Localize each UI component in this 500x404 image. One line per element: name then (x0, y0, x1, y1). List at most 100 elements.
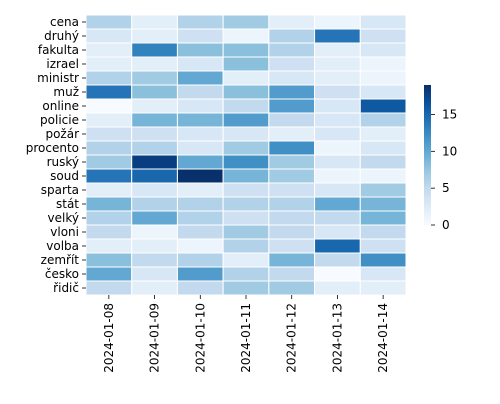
heatmap-cell-sparta-2024-01-08 (85, 182, 133, 198)
heatmap-cell-policie-2024-01-12 (268, 112, 316, 128)
heatmap-cell-policie-2024-01-14 (359, 112, 407, 128)
heatmap-cell-velký-2024-01-11 (222, 210, 270, 226)
heatmap-cell-volba-2024-01-10 (176, 238, 224, 254)
heatmap-cell-sparta-2024-01-13 (314, 182, 361, 198)
column-label: 2024-01-08 (102, 303, 116, 373)
heatmap-cell-stát-2024-01-11 (222, 196, 270, 212)
heatmap-cell-zemřít-2024-01-14 (359, 252, 407, 268)
colorbar-tick-label: 10 (442, 144, 457, 158)
row-label: policie (40, 113, 79, 127)
heatmap-cell-soud-2024-01-08 (85, 168, 133, 184)
heatmap-cell-policie-2024-01-08 (85, 112, 133, 128)
heatmap-cell-požár-2024-01-13 (314, 126, 361, 142)
heatmap-cell-fakulta-2024-01-11 (222, 42, 270, 58)
heatmap-cell-česko-2024-01-12 (268, 266, 316, 282)
heatmap-cell-sparta-2024-01-12 (268, 182, 316, 198)
heatmap-cell-stát-2024-01-08 (85, 196, 133, 212)
column-label: 2024-01-09 (148, 303, 162, 373)
heatmap-cell-soud-2024-01-10 (176, 168, 224, 184)
heatmap-cell-velký-2024-01-08 (85, 210, 133, 226)
heatmap-cell-ministr-2024-01-14 (359, 70, 407, 86)
heatmap-cell-fakulta-2024-01-14 (359, 42, 407, 58)
heatmap-cell-česko-2024-01-11 (222, 266, 270, 282)
heatmap-cell-požár-2024-01-14 (359, 126, 407, 142)
heatmap-cell-ministr-2024-01-13 (314, 70, 361, 86)
heatmap-cell-sparta-2024-01-14 (359, 182, 407, 198)
heatmap-cell-muž-2024-01-14 (359, 84, 407, 100)
heatmap-cell-zemřít-2024-01-12 (268, 252, 316, 268)
heatmap-cell-fakulta-2024-01-08 (85, 42, 133, 58)
row-label: ministr (37, 71, 79, 85)
heatmap-cell-druhý-2024-01-08 (85, 28, 133, 44)
heatmap-cell-požár-2024-01-09 (131, 126, 178, 142)
heatmap-cell-požár-2024-01-08 (85, 126, 133, 142)
heatmap-cell-sparta-2024-01-09 (131, 182, 178, 198)
heatmap-cell-ministr-2024-01-12 (268, 70, 316, 86)
heatmap-cell-cena-2024-01-12 (268, 14, 316, 30)
heatmap-cell-sparta-2024-01-11 (222, 182, 270, 198)
heatmap-cell-ministr-2024-01-09 (131, 70, 178, 86)
heatmap-cell-policie-2024-01-11 (222, 112, 270, 128)
row-label: druhý (44, 29, 79, 43)
heatmap-cell-soud-2024-01-13 (314, 168, 361, 184)
heatmap-cell-stát-2024-01-09 (131, 196, 178, 212)
heatmap-cell-česko-2024-01-14 (359, 266, 407, 282)
heatmap-cell-česko-2024-01-10 (176, 266, 224, 282)
heatmap-cell-zemřít-2024-01-10 (176, 252, 224, 268)
heatmap-cell-řidič-2024-01-14 (359, 280, 407, 296)
heatmap-cell-zemřít-2024-01-13 (314, 252, 361, 268)
heatmap-cell-ruský-2024-01-10 (176, 154, 224, 170)
heatmap-cell-zemřít-2024-01-11 (222, 252, 270, 268)
heatmap-cell-ministr-2024-01-10 (176, 70, 224, 86)
heatmap-cell-online-2024-01-12 (268, 98, 316, 114)
heatmap-cell-cena-2024-01-09 (131, 14, 178, 30)
heatmap-cell-volba-2024-01-14 (359, 238, 407, 254)
heatmap-cell-požár-2024-01-12 (268, 126, 316, 142)
row-label: ruský (47, 155, 79, 169)
heatmap-cell-česko-2024-01-08 (85, 266, 133, 282)
heatmap-cell-druhý-2024-01-09 (131, 28, 178, 44)
column-labels: 2024-01-08 2024-01-09 2024-01-10 2024-01-11… (102, 295, 390, 373)
heatmap-cell-izrael-2024-01-14 (359, 56, 407, 72)
heatmap-cell-sparta-2024-01-10 (176, 182, 224, 198)
heatmap-cell-vloni-2024-01-09 (131, 224, 178, 240)
heatmap-cell-muž-2024-01-12 (268, 84, 316, 100)
heatmap-cell-ruský-2024-01-08 (85, 154, 133, 170)
heatmap-cell-vloni-2024-01-10 (176, 224, 224, 240)
heatmap-cell-procento-2024-01-10 (176, 140, 224, 156)
row-label: fakulta (38, 43, 79, 57)
heatmap-cell-online-2024-01-13 (314, 98, 361, 114)
column-label: 2024-01-11 (239, 303, 253, 373)
heatmap-cell-procento-2024-01-14 (359, 140, 407, 156)
heatmap-cell-vloni-2024-01-11 (222, 224, 270, 240)
heatmap-cell-online-2024-01-14 (359, 98, 407, 114)
row-label: řidič (53, 281, 79, 295)
row-label: cena (50, 15, 79, 29)
heatmap-cell-izrael-2024-01-10 (176, 56, 224, 72)
column-label: 2024-01-13 (330, 303, 344, 373)
heatmap-cell-velký-2024-01-10 (176, 210, 224, 226)
row-label: stát (56, 197, 79, 211)
heatmap-cell-ministr-2024-01-11 (222, 70, 270, 86)
heatmap-cell-izrael-2024-01-08 (85, 56, 133, 72)
heatmap-cell-fakulta-2024-01-09 (131, 42, 178, 58)
row-labels: cenadruhýfakultaizraelministrmužonlinepo… (26, 15, 86, 295)
heatmap-cell-druhý-2024-01-14 (359, 28, 407, 44)
heatmap-cell-online-2024-01-11 (222, 98, 270, 114)
heatmap-cell-cena-2024-01-08 (85, 14, 133, 30)
column-label: 2024-01-10 (193, 303, 207, 373)
heatmap-cell-volba-2024-01-08 (85, 238, 133, 254)
heatmap-cell-ministr-2024-01-08 (85, 70, 133, 86)
row-label: česko (45, 267, 79, 281)
heatmap-cell-česko-2024-01-13 (314, 266, 361, 282)
row-label: vloni (50, 225, 79, 239)
heatmap-cell-ruský-2024-01-12 (268, 154, 316, 170)
heatmap-cell-izrael-2024-01-13 (314, 56, 361, 72)
heatmap-cell-ruský-2024-01-11 (222, 154, 270, 170)
heatmap-cell-ruský-2024-01-13 (314, 154, 361, 170)
heatmap-cell-cena-2024-01-10 (176, 14, 224, 30)
heatmap-cell-velký-2024-01-12 (268, 210, 316, 226)
heatmap-cell-soud-2024-01-09 (131, 168, 178, 184)
